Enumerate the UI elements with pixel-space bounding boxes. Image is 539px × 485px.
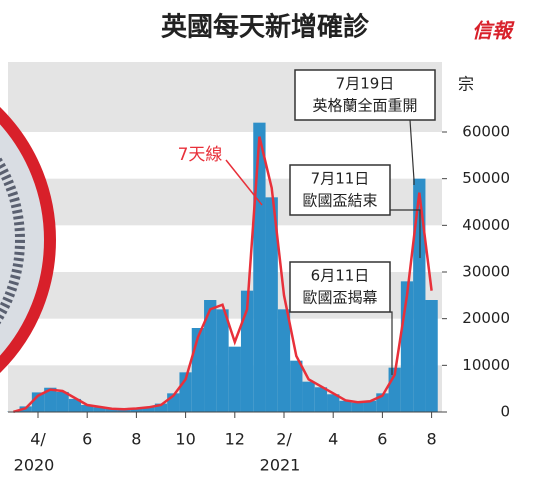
photo-pattern [0, 155, 25, 325]
y-tick-label: 10000 [462, 356, 510, 374]
daily-bar [105, 408, 118, 412]
y-tick-label: 50000 [462, 169, 510, 187]
daily-bar [56, 391, 69, 412]
annotation-text: 英格蘭全面重開 [312, 97, 417, 115]
year-label: 2021 [260, 456, 301, 475]
annotation-leader [409, 119, 415, 185]
plot: 0 10000 20000 30000 40000 50000 60000 7天線 4/2020… [7, 62, 510, 475]
daily-bar [130, 408, 143, 412]
x-tick-label: 12 [225, 430, 245, 449]
y-tick-label: 60000 [462, 123, 510, 141]
daily-bar [425, 300, 438, 412]
daily-bar [204, 300, 217, 412]
x-tick-label: 6 [377, 430, 387, 449]
daily-bar [314, 387, 328, 412]
annotation-box [289, 164, 391, 216]
logo: 信報 [472, 19, 515, 43]
chart-title: 英國每天新增確診 [161, 12, 370, 43]
daily-bar [253, 122, 266, 413]
daily-bar [327, 394, 340, 412]
x-tick-label: 4 [328, 430, 338, 449]
daily-bar [216, 309, 229, 412]
annotation-leader [390, 311, 393, 375]
y-tick-label: 40000 [462, 216, 510, 234]
daily-bar [413, 178, 426, 412]
daily-bar [142, 406, 155, 412]
annotation-box [289, 261, 391, 313]
daily-bar [228, 346, 241, 412]
annotation-leader [390, 209, 421, 258]
line-label-leader [225, 159, 263, 206]
daily-bar [265, 197, 278, 412]
x-tick-label: 10 [175, 430, 195, 449]
daily-bar [117, 409, 131, 412]
daily-bar [339, 400, 352, 412]
annotation-text: 7月11日 [311, 170, 370, 188]
daily-bar [363, 400, 377, 412]
x-tick-label: 6 [82, 430, 92, 449]
seven-day-line [13, 136, 433, 414]
annotation-text: 7月19日 [336, 75, 395, 93]
annotation-text: 6月11日 [311, 267, 370, 285]
left-decoration [0, 107, 56, 373]
daily-bar [302, 381, 315, 412]
daily-bar [290, 360, 303, 412]
daily-bar [93, 407, 106, 412]
x-tick-label: 2/ [276, 430, 292, 449]
daily-bar [154, 403, 168, 412]
line-label: 7天線 [178, 145, 223, 165]
daily-bar [351, 402, 364, 412]
x-tick-label: 8 [427, 430, 437, 449]
daily-bar [277, 309, 291, 412]
daily-bar [44, 387, 57, 412]
daily-bar [81, 405, 94, 412]
daily-bar [68, 398, 82, 412]
annotation-text: 歐國盃揭幕 [302, 289, 377, 307]
y-tick-label: 30000 [462, 263, 510, 281]
y-unit: 宗 [458, 75, 474, 94]
y-tick-label: 0 [500, 403, 510, 421]
year-label: 2020 [14, 456, 55, 475]
y-tick-label: 20000 [462, 309, 510, 327]
x-tick-label: 8 [131, 430, 141, 449]
x-tick-label: 4/ [30, 430, 46, 449]
annotation-text: 歐國盃結束 [302, 192, 377, 210]
annotation-box [294, 69, 436, 121]
